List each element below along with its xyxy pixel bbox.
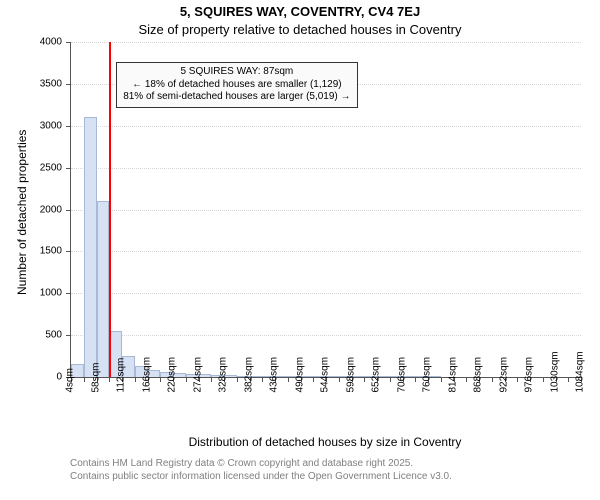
histogram-bar bbox=[84, 117, 97, 377]
x-axis-label: Distribution of detached houses by size … bbox=[70, 435, 580, 449]
histogram-bar bbox=[97, 201, 110, 377]
chart-title-address: 5, SQUIRES WAY, COVENTRY, CV4 7EJ bbox=[0, 4, 600, 19]
chart-title-sub: Size of property relative to detached ho… bbox=[0, 22, 600, 37]
annotation-line-1: 5 SQUIRES WAY: 87sqm bbox=[123, 66, 350, 79]
annotation-line-3: 81% of semi-detached houses are larger (… bbox=[123, 91, 350, 104]
plot-area: 5 SQUIRES WAY: 87sqm← 18% of detached ho… bbox=[70, 42, 581, 378]
y-tick-label: 3000 bbox=[40, 120, 62, 131]
y-tick-label: 500 bbox=[45, 330, 62, 341]
y-tick-label: 3500 bbox=[40, 78, 62, 89]
footer-attribution: Contains HM Land Registry data © Crown c… bbox=[70, 457, 452, 483]
y-tick-label: 2000 bbox=[40, 204, 62, 215]
annotation-box: 5 SQUIRES WAY: 87sqm← 18% of detached ho… bbox=[116, 62, 357, 108]
annotation-line-2: ← 18% of detached houses are smaller (1,… bbox=[123, 79, 350, 92]
property-marker-line bbox=[109, 42, 111, 377]
y-tick-label: 4000 bbox=[40, 37, 62, 48]
chart-container: 5, SQUIRES WAY, COVENTRY, CV4 7EJ Size o… bbox=[0, 0, 600, 500]
y-tick-label: 1500 bbox=[40, 246, 62, 257]
y-tick-label: 2500 bbox=[40, 162, 62, 173]
y-axis-label: Number of detached properties bbox=[15, 129, 29, 294]
y-tick-label: 1000 bbox=[40, 288, 62, 299]
y-tick-label: 0 bbox=[56, 372, 62, 383]
footer-line-1: Contains HM Land Registry data © Crown c… bbox=[70, 457, 452, 470]
footer-line-2: Contains public sector information licen… bbox=[70, 470, 452, 483]
